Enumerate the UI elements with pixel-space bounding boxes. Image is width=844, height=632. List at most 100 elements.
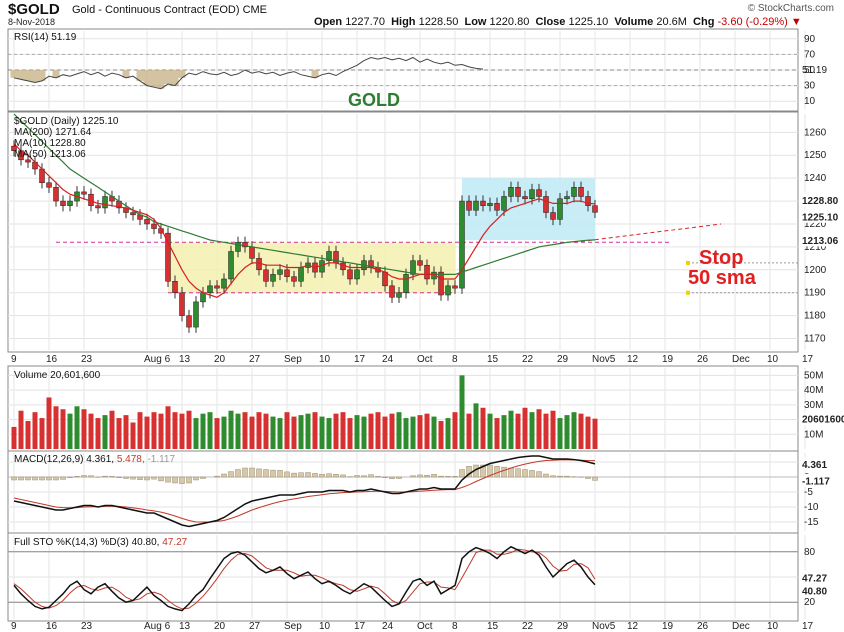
- macd-hist-bar: [193, 476, 199, 481]
- macd-hist-bar: [221, 473, 227, 478]
- volume-bar: [109, 410, 115, 449]
- candle-body: [102, 196, 108, 209]
- candle-body: [578, 187, 584, 197]
- ma10-legend: MA(10) 1228.80: [14, 138, 86, 149]
- volume-bar: [67, 413, 73, 449]
- volume-bar: [333, 413, 339, 449]
- macd-hist-bar: [550, 475, 556, 478]
- volume-bar: [291, 416, 297, 449]
- volume-bar: [508, 410, 514, 449]
- volume-bar: [102, 415, 108, 449]
- volume-bar: [417, 415, 423, 449]
- candle-body: [25, 159, 31, 163]
- macd-hist-bar: [228, 471, 234, 478]
- macd-hist-bar: [88, 475, 94, 478]
- volume-bar: [494, 418, 500, 449]
- rsi-tick-label: 30: [804, 81, 816, 92]
- volume-bar: [165, 406, 171, 449]
- volume-bar: [438, 421, 444, 449]
- volume-bar: [200, 413, 206, 449]
- volume-bar: [361, 416, 367, 449]
- macd-hist-bar: [438, 475, 444, 478]
- x-tick-label: 24: [382, 354, 394, 365]
- candle-body: [186, 315, 192, 328]
- volume-bar: [95, 418, 101, 449]
- volume-bar: [396, 412, 402, 449]
- price-tick-label: 1250: [804, 150, 827, 161]
- macd-hist-bar: [32, 476, 38, 481]
- chg-down-arrow-icon: ▼: [790, 16, 802, 28]
- axes: 907050301051.191260125012401230122012101…: [11, 34, 844, 632]
- macd-legend-signal: 5.478,: [117, 454, 145, 465]
- volume-bar: [39, 418, 45, 449]
- x-tick-label: 15: [487, 354, 499, 365]
- rsi-last-label: 51.19: [802, 65, 827, 76]
- ma10-price-label-box: [799, 193, 843, 207]
- macd-hist-bar: [368, 474, 374, 478]
- volume-bar: [389, 413, 395, 449]
- volume-bar: [88, 413, 94, 449]
- volume-bar: [249, 416, 255, 449]
- sto-k-label-box: [799, 584, 843, 598]
- volume-bar: [536, 409, 542, 449]
- volume-bar: [179, 413, 185, 449]
- x-tick-label: 9: [11, 621, 17, 632]
- x-tick-label: Oct: [417, 354, 433, 365]
- candle-body: [473, 200, 479, 211]
- candle-body: [298, 267, 304, 282]
- candle-body: [207, 285, 213, 293]
- candle-body: [214, 285, 220, 289]
- volume-bar: [186, 410, 192, 449]
- macd-hist-bar: [396, 476, 402, 479]
- volume-tick-label: 50M: [804, 370, 823, 381]
- macd-hist-bar: [186, 476, 192, 484]
- macd-hist-bar: [242, 467, 248, 478]
- volume-bar: [144, 416, 150, 449]
- macd-hist-bar: [53, 476, 59, 481]
- volume-label: Volume: [614, 16, 654, 28]
- sto-legend: Full STO %K(14,3) %D(3) 40.80, 47.27: [14, 537, 188, 548]
- x-tick-label: 26: [697, 621, 709, 632]
- sto-legend-k: Full STO %K(14,3) %D(3) 40.80,: [14, 537, 159, 548]
- price-panel: [7, 111, 799, 353]
- macd-hist-bar: [529, 470, 535, 478]
- macd-hist-bar: [151, 476, 157, 480]
- volume-bar: [270, 416, 276, 449]
- rsi-oversold-fill: [24, 70, 32, 81]
- macd-hist-bar: [39, 476, 45, 481]
- volume-bar: [543, 413, 549, 449]
- macd-hist-bar: [249, 467, 255, 478]
- volume-series: [11, 375, 598, 449]
- x-tick-label: Dec: [732, 354, 750, 365]
- candle-body: [585, 196, 591, 206]
- x-tick-label: 12: [627, 621, 639, 632]
- candle-body: [438, 271, 444, 296]
- x-tick-label: Sep: [284, 621, 302, 632]
- x-tick-label: 17: [354, 621, 366, 632]
- macd-hist-bar: [18, 476, 24, 481]
- macd-hist-bar: [137, 476, 143, 480]
- x-tick-label: 26: [697, 354, 709, 365]
- macd-hist-bar: [60, 476, 66, 480]
- volume-bar: [410, 416, 416, 449]
- candle-body: [410, 260, 416, 275]
- symbol-name: Gold - Continuous Contract (EOD) CME: [72, 4, 267, 16]
- x-tick-label: 27: [249, 354, 261, 365]
- candle-body: [326, 251, 332, 261]
- candle-body: [487, 203, 493, 206]
- candle-body: [480, 200, 486, 206]
- candle-body: [53, 187, 59, 202]
- x-tick-label: Oct: [417, 621, 433, 632]
- rsi-tick-label: 90: [804, 34, 816, 45]
- volume-tick-label: 10M: [804, 429, 823, 440]
- volume-bar: [53, 406, 59, 449]
- ma50-legend: MA(50) 1213.06: [14, 149, 86, 160]
- candle-body: [284, 269, 290, 277]
- macd-hist-label: -1.117: [802, 476, 830, 487]
- volume-bar: [60, 409, 66, 449]
- macd-hist-bar: [46, 476, 52, 481]
- candle-body: [403, 274, 409, 293]
- macd-hist-bar: [25, 476, 31, 481]
- price-tick-label: 1240: [804, 173, 827, 184]
